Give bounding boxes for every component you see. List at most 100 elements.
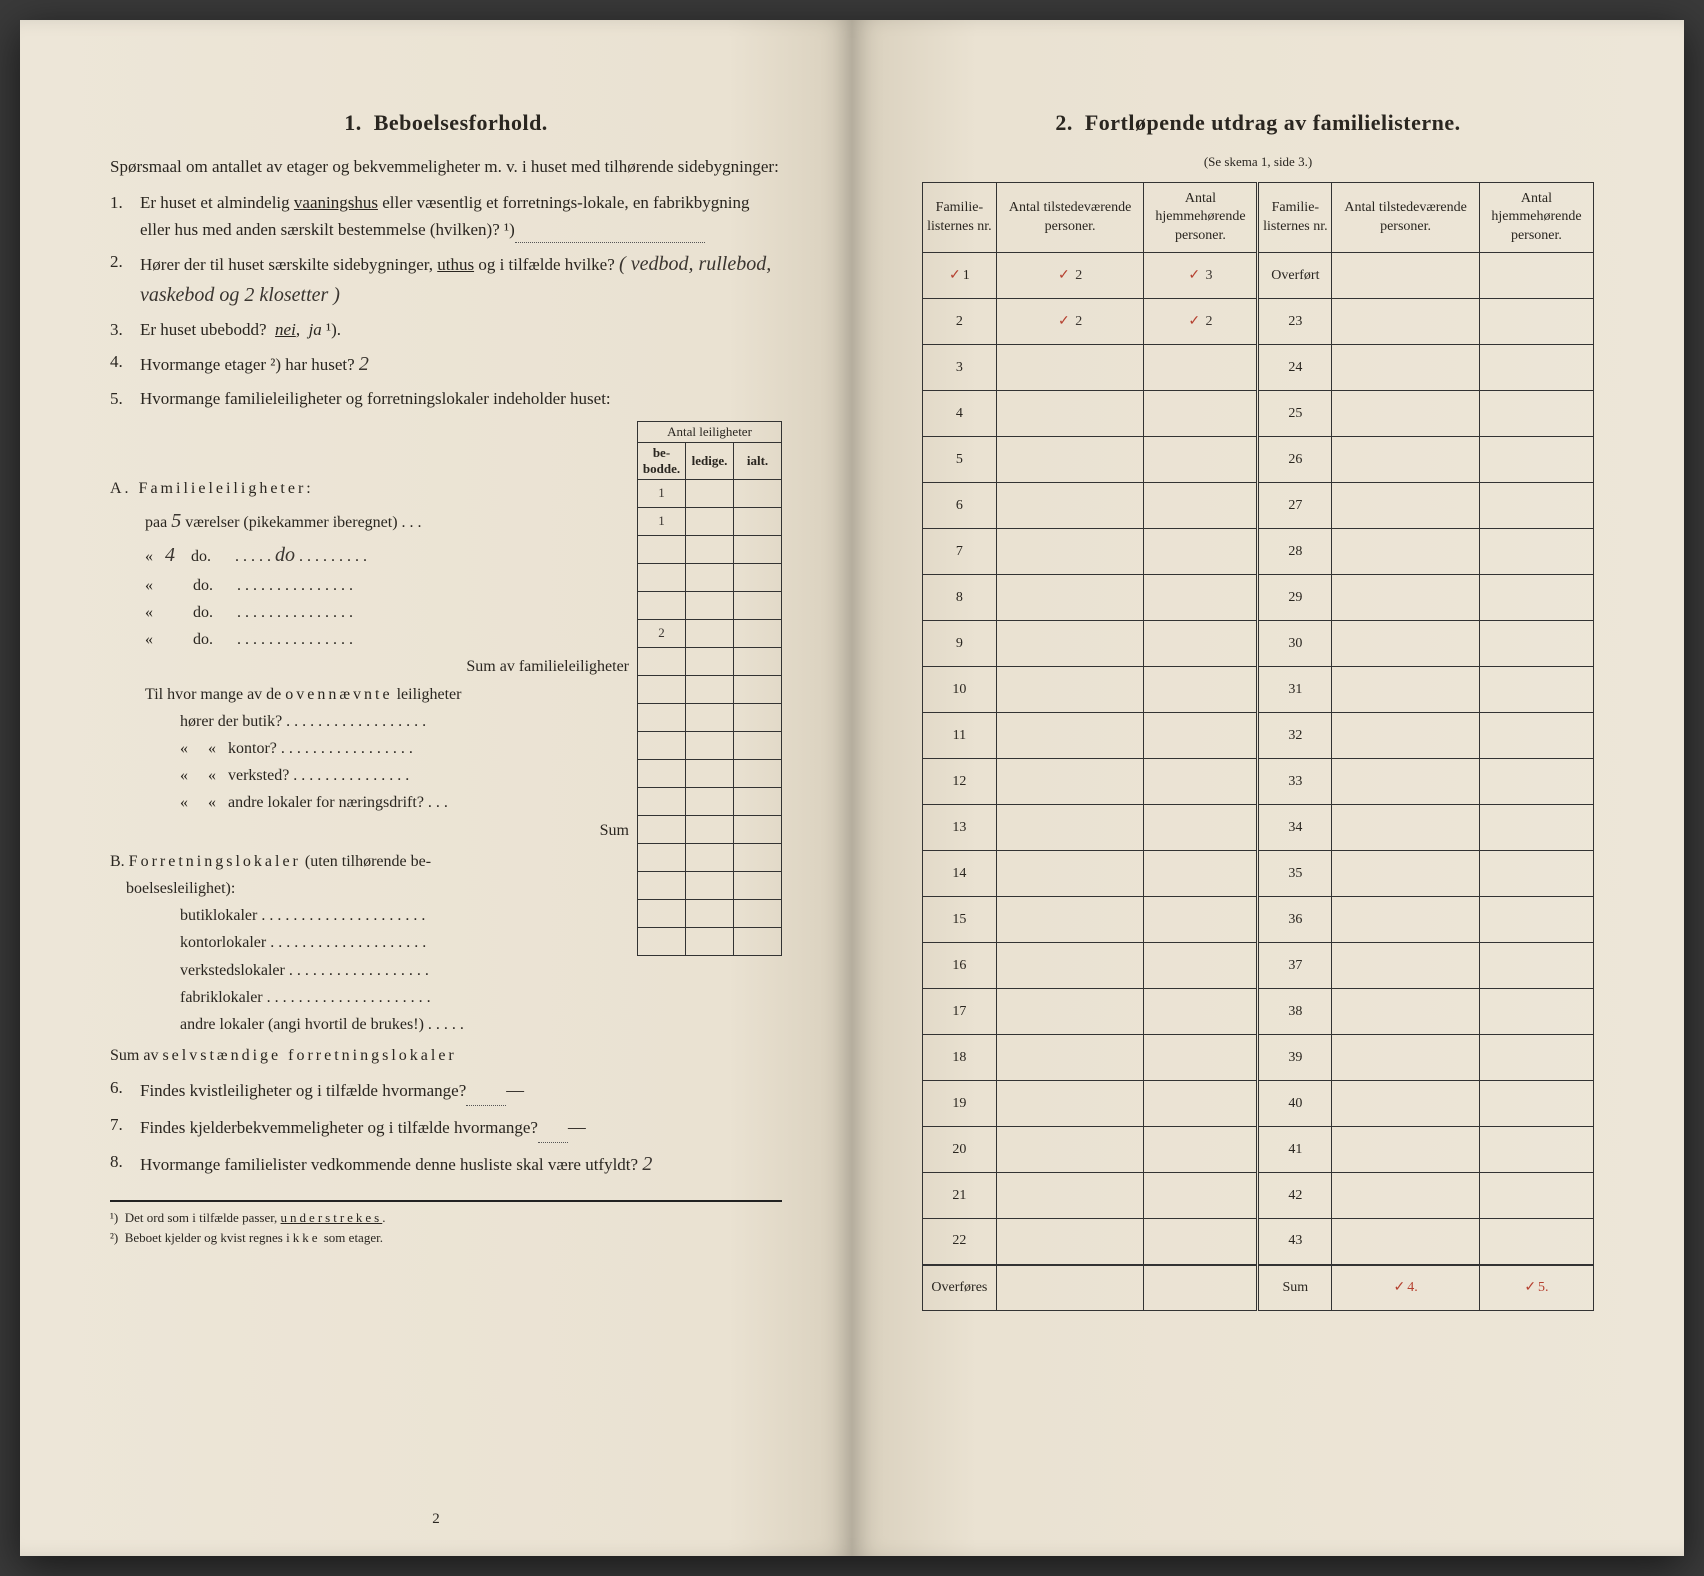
book-spread: 1. Beboelsesforhold. Spørsmaal om antall…	[20, 20, 1684, 1556]
heading-text: Fortløpende utdrag av familielisterne.	[1085, 110, 1461, 135]
cell	[1479, 1127, 1593, 1173]
q-num: 8.	[110, 1149, 123, 1175]
cell	[1479, 1219, 1593, 1265]
cell	[1479, 621, 1593, 667]
cell: 39	[1258, 1035, 1332, 1081]
cell	[1332, 897, 1480, 943]
cell	[1332, 1127, 1480, 1173]
cell: 13	[923, 805, 997, 851]
cell	[1332, 851, 1480, 897]
cell: 9	[923, 621, 997, 667]
right-subtitle: (Se skema 1, side 3.)	[922, 154, 1594, 170]
cell	[1479, 897, 1593, 943]
table-row: 930	[923, 621, 1594, 667]
cell: 1	[638, 479, 686, 507]
cell: ✓ 3	[1144, 253, 1258, 299]
cell	[1479, 299, 1593, 345]
cell: 22	[923, 1219, 997, 1265]
cell	[1144, 1219, 1258, 1265]
col-home: Antal hjemmehørende personer.	[1479, 183, 1593, 253]
cell	[1479, 345, 1593, 391]
cell: 3	[923, 345, 997, 391]
cell	[1144, 621, 1258, 667]
apartment-table: Antal leiligheter be-bodde. ledige. ialt…	[637, 421, 782, 956]
cell-sum: 2	[638, 619, 686, 647]
heading-number: 2.	[1055, 110, 1073, 135]
cell	[996, 851, 1144, 897]
cell	[1332, 621, 1480, 667]
sum-b-label: Sum av selvstændige forretningslokaler	[110, 1042, 782, 1069]
cell	[1479, 667, 1593, 713]
q-text: Findes kvistleiligheter og i tilfælde hv…	[140, 1081, 466, 1100]
intro-text: Spørsmaal om antallet av etager og bekve…	[110, 154, 782, 180]
table-row: 627	[923, 483, 1594, 529]
cell	[996, 713, 1144, 759]
cell: Sum	[1258, 1265, 1332, 1311]
cell	[1479, 483, 1593, 529]
q-num: 2.	[110, 249, 123, 275]
question-list: 1. Er huset et almindelig vaaningshus el…	[110, 190, 782, 412]
question-6: 6. Findes kvistleiligheter og i tilfælde…	[140, 1075, 782, 1106]
question-2: 2. Hører der til huset særskilte sidebyg…	[140, 249, 782, 311]
col-nr: Familie-listernes nr.	[923, 183, 997, 253]
cell: Overført	[1258, 253, 1332, 299]
cell	[1332, 391, 1480, 437]
cell: ✓ 2	[996, 299, 1144, 345]
col-ialt: ialt.	[734, 442, 782, 479]
cell	[1332, 1081, 1480, 1127]
cell: 14	[923, 851, 997, 897]
cell	[1332, 805, 1480, 851]
q-num: 3.	[110, 317, 123, 343]
cell	[1144, 1265, 1258, 1311]
cell: 27	[1258, 483, 1332, 529]
cell	[1144, 1127, 1258, 1173]
cell	[1332, 943, 1480, 989]
cell: 24	[1258, 345, 1332, 391]
cell	[1332, 1035, 1480, 1081]
cell: 40	[1258, 1081, 1332, 1127]
question-4: 4. Hvormange etager ²) har huset? 2	[140, 349, 782, 380]
cell: 5	[923, 437, 997, 483]
footnote-2: ²) Beboet kjelder og kvist regnes ikke s…	[110, 1228, 782, 1248]
cell	[996, 805, 1144, 851]
cell	[996, 1265, 1144, 1311]
cell: 21	[923, 1173, 997, 1219]
cell	[996, 1219, 1144, 1265]
cell	[996, 1127, 1144, 1173]
right-heading: 2. Fortløpende utdrag av familielisterne…	[922, 110, 1594, 136]
cell	[996, 897, 1144, 943]
table-header-row: Familie-listernes nr. Antal tilstedevære…	[923, 183, 1594, 253]
heading-number: 1.	[344, 110, 362, 135]
table-row: 1233	[923, 759, 1594, 805]
cell: 25	[1258, 391, 1332, 437]
cell	[996, 437, 1144, 483]
handwritten-answer: 2	[642, 1153, 652, 1175]
cell	[1479, 1081, 1593, 1127]
cell: 7	[923, 529, 997, 575]
cell	[1332, 667, 1480, 713]
cell: 29	[1258, 575, 1332, 621]
cell	[1144, 713, 1258, 759]
cell: ✓ 2	[1144, 299, 1258, 345]
cell	[1144, 1035, 1258, 1081]
cell: 34	[1258, 805, 1332, 851]
question-7: 7. Findes kjelderbekvemmeligheter og i t…	[140, 1112, 782, 1143]
cell	[1479, 253, 1593, 299]
table-row: 3 24	[923, 345, 1594, 391]
cell	[1479, 713, 1593, 759]
cell	[1332, 345, 1480, 391]
table-row: 1738	[923, 989, 1594, 1035]
cell	[1144, 759, 1258, 805]
table-row: 2041	[923, 1127, 1594, 1173]
cell: 15	[923, 897, 997, 943]
cell	[996, 391, 1144, 437]
handwritten: 4	[165, 544, 175, 566]
q-num: 1.	[110, 190, 123, 216]
cell: 17	[923, 989, 997, 1035]
cell	[996, 759, 1144, 805]
cell: 26	[1258, 437, 1332, 483]
q-text: Hvormange etager ²) har huset?	[140, 355, 355, 374]
cell	[996, 667, 1144, 713]
cell: 1	[638, 507, 686, 535]
left-heading: 1. Beboelsesforhold.	[110, 110, 782, 136]
